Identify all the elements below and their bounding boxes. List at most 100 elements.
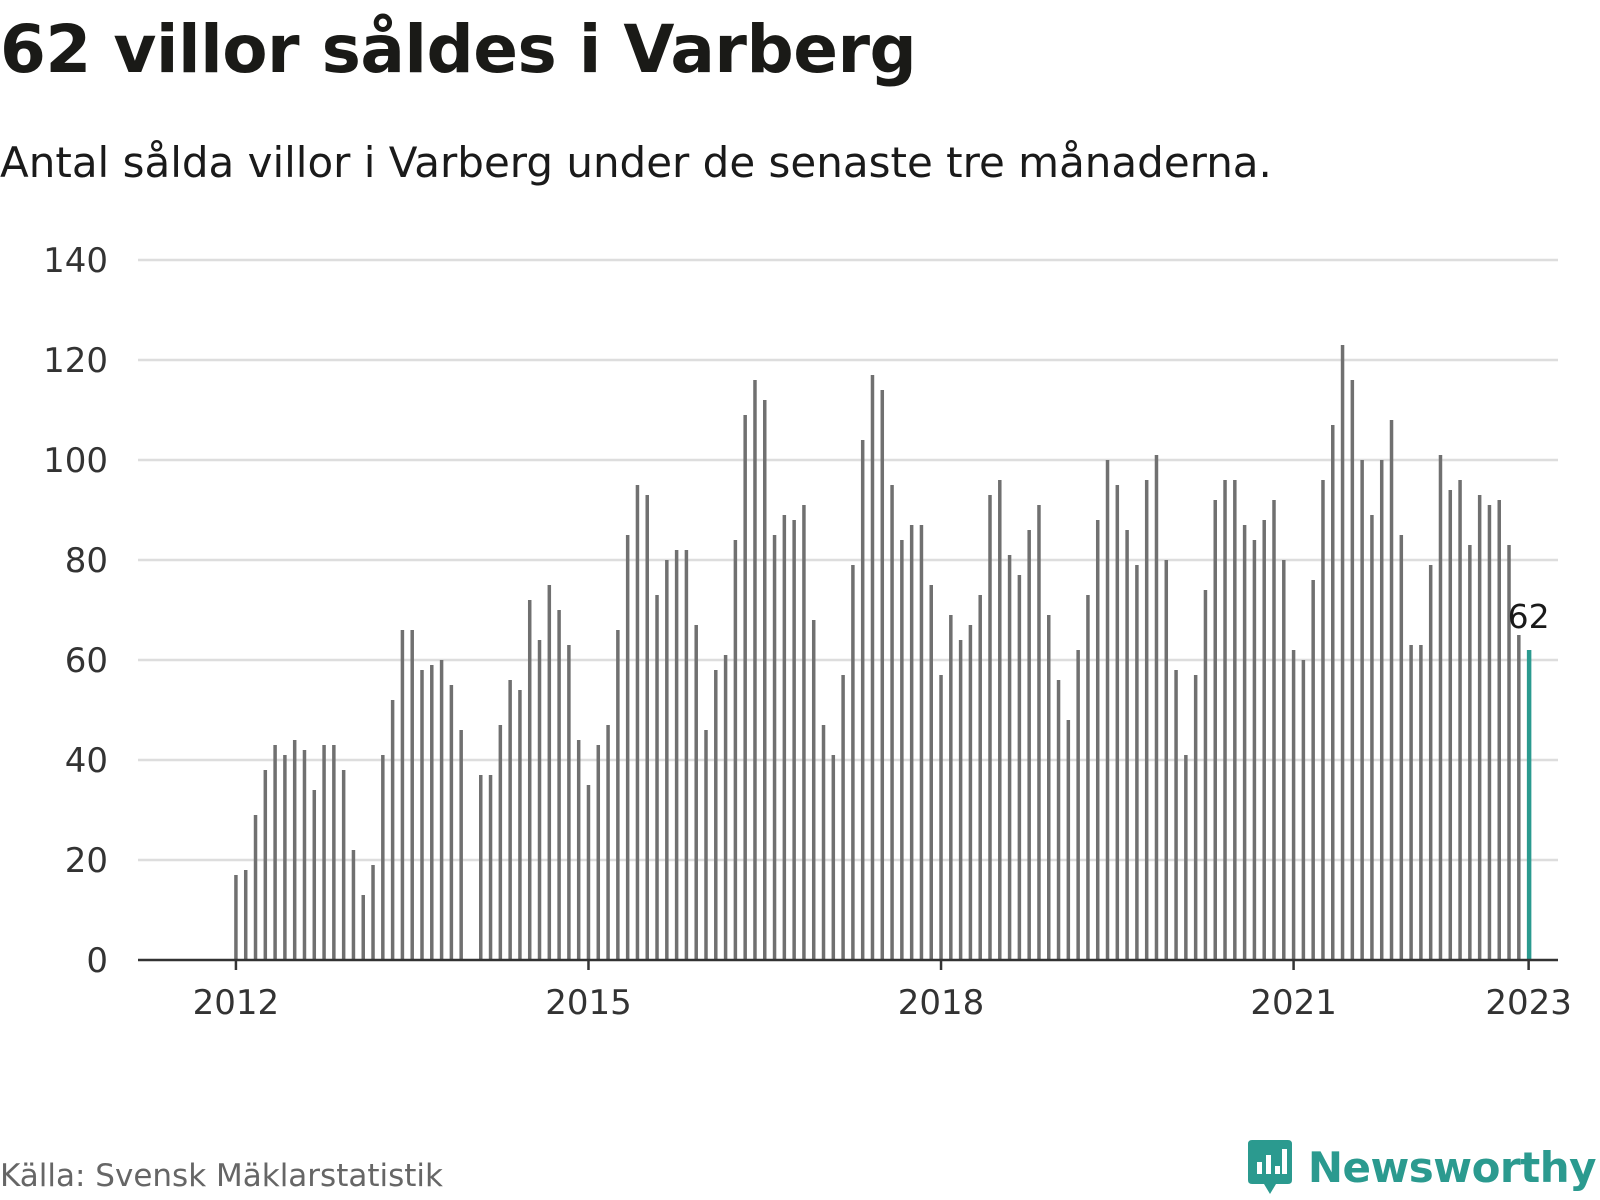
- y-axis-ticks: 0 20 40 60 80 100 120 140: [43, 241, 108, 981]
- y-tick-label: 60: [65, 641, 108, 681]
- bar-chart-speech-bubble-icon: [1247, 1140, 1292, 1194]
- bar: [1027, 530, 1031, 960]
- bar: [1370, 515, 1374, 960]
- bar: [821, 725, 826, 960]
- bar: [733, 540, 738, 960]
- y-tick-label: 80: [65, 541, 108, 581]
- bar: [890, 485, 894, 960]
- y-tick-label: 120: [43, 341, 108, 381]
- bar: [1477, 495, 1482, 960]
- x-tick-label: 2018: [898, 983, 985, 1023]
- bar: [929, 585, 933, 960]
- bar: [332, 745, 336, 960]
- bar: [753, 380, 757, 960]
- bar: [341, 770, 346, 960]
- bar: [400, 630, 405, 960]
- bar: [243, 870, 248, 960]
- bar: [1428, 565, 1433, 960]
- bar: [302, 750, 307, 960]
- gridlines: [138, 258, 1558, 862]
- bar: [1037, 505, 1041, 960]
- bar: [1164, 560, 1169, 960]
- y-tick-label: 0: [86, 941, 108, 981]
- bar: [1007, 555, 1012, 960]
- bar: [439, 660, 444, 960]
- bar: [1487, 505, 1492, 960]
- bar: [322, 745, 326, 960]
- bar: [1184, 755, 1188, 960]
- bar: [253, 815, 258, 960]
- bar: [1066, 720, 1071, 960]
- bar: [1399, 535, 1404, 960]
- brand-logo[interactable]: Newsworthy: [1246, 1138, 1597, 1196]
- bar: [870, 375, 875, 960]
- bar: [1468, 545, 1472, 960]
- bar: [625, 535, 630, 960]
- bar: [518, 690, 522, 960]
- bar: [1409, 645, 1413, 960]
- bar: [1350, 380, 1355, 960]
- bar: [508, 680, 512, 960]
- bar: [1507, 545, 1511, 960]
- bar: [1252, 540, 1257, 960]
- bar: [674, 550, 679, 960]
- bar: [831, 755, 836, 960]
- bar: [292, 740, 297, 960]
- bar: [1448, 490, 1453, 960]
- bar: [1233, 480, 1237, 960]
- bar: [449, 685, 454, 960]
- bar: [968, 625, 973, 960]
- bar: [1321, 480, 1325, 960]
- bar: [1360, 460, 1364, 960]
- bar: [880, 390, 885, 960]
- bar: [1419, 645, 1423, 960]
- bars: [234, 345, 1532, 960]
- bar: [1223, 480, 1227, 960]
- bar: [851, 565, 855, 960]
- bar: [273, 745, 277, 960]
- bar: [479, 775, 483, 960]
- y-tick-label: 140: [43, 241, 108, 281]
- bar: [949, 615, 953, 960]
- bar: [988, 495, 992, 960]
- bar: [1311, 580, 1315, 960]
- bar: [283, 755, 287, 960]
- y-tick-label: 20: [65, 841, 108, 881]
- bar: [430, 665, 434, 960]
- bar: [586, 785, 591, 960]
- bar: [704, 730, 708, 960]
- bar: [645, 495, 649, 960]
- bar: [694, 625, 698, 960]
- source-note: Källa: Svensk Mäklarstatistik: [0, 1158, 443, 1194]
- bar: [1115, 485, 1120, 960]
- bar: [792, 520, 796, 960]
- bar: [381, 755, 385, 960]
- bar: [557, 610, 561, 960]
- bar: [1135, 565, 1139, 960]
- bar: [361, 895, 365, 960]
- x-tick-label: 2012: [193, 983, 280, 1023]
- bar: [743, 415, 747, 960]
- bar: [763, 400, 767, 960]
- bar: [410, 630, 414, 960]
- bar: [635, 485, 640, 960]
- bar: [1086, 595, 1090, 960]
- y-tick-label: 100: [43, 441, 108, 481]
- bar: [909, 525, 914, 960]
- bar: [547, 585, 552, 960]
- bar: [1047, 615, 1051, 960]
- bar: [1095, 520, 1100, 960]
- bar: [1105, 460, 1110, 960]
- chart-subtitle: Antal sålda villor i Varberg under de se…: [0, 138, 1272, 187]
- bar: [919, 525, 924, 960]
- x-tick-label: 2023: [1485, 983, 1572, 1023]
- bar: [1056, 680, 1061, 960]
- bar: [958, 640, 963, 960]
- bar: [772, 535, 777, 960]
- bar: [1389, 420, 1394, 960]
- bar: [714, 670, 718, 960]
- bar: [811, 620, 816, 960]
- bar: [841, 675, 845, 960]
- bar-highlight: [1526, 650, 1532, 960]
